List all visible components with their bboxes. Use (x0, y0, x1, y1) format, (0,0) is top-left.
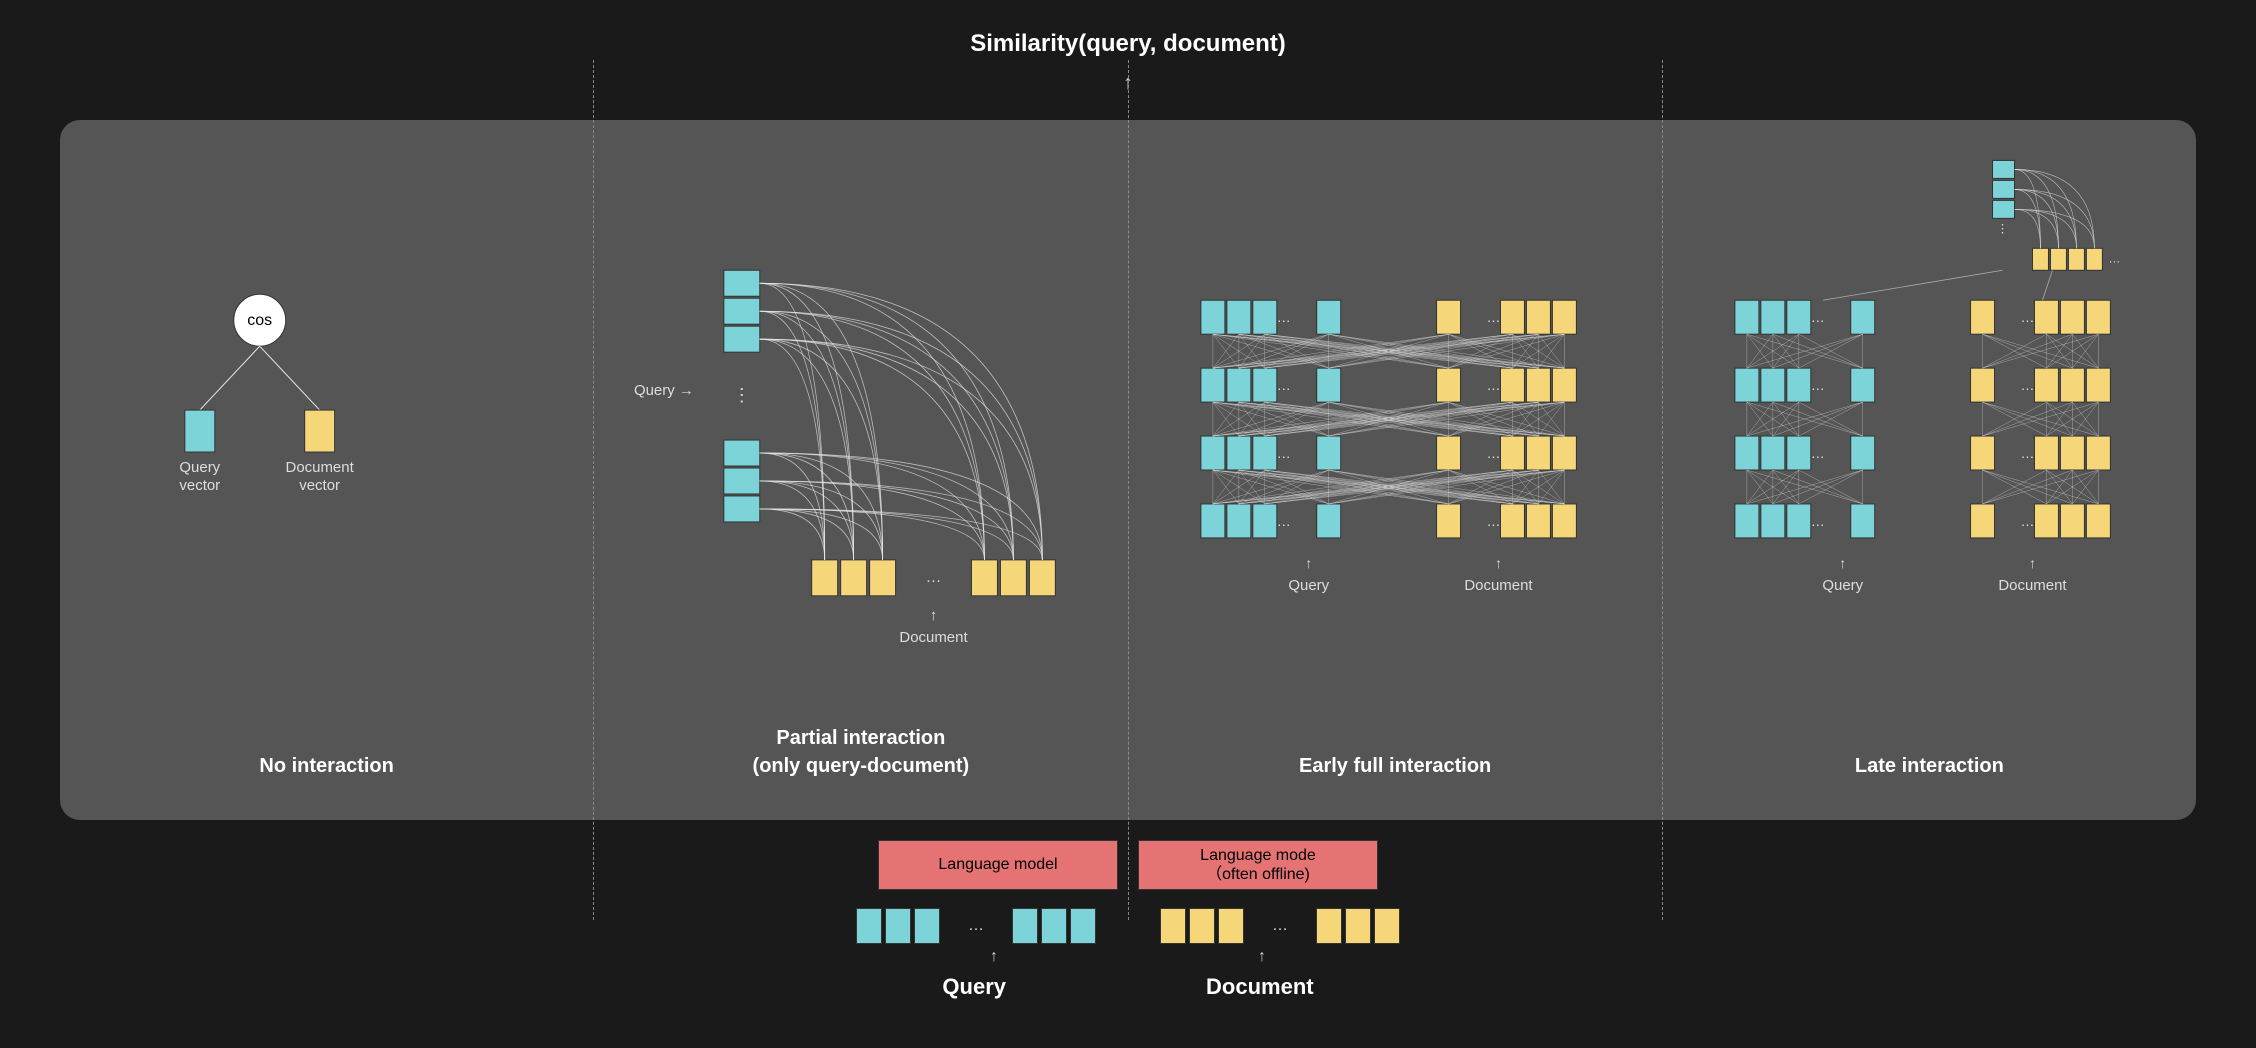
svg-text:…: … (2020, 513, 2034, 529)
svg-text:Document: Document (1998, 577, 2067, 594)
svg-text:cos: cos (247, 312, 272, 329)
panel-partial-label: Partial interaction(only query-document) (594, 724, 1127, 780)
svg-text:Query: Query (179, 459, 220, 476)
panel-late-svg: … … … … … … … … ↑ Query ↑ Document ⋮ … (1663, 120, 2196, 820)
svg-text:…: … (2020, 309, 2034, 325)
up-arrow-icon: ↑ (990, 948, 998, 966)
svg-text:…: … (1811, 513, 1825, 529)
svg-text:↑: ↑ (1305, 555, 1312, 571)
panel-no-interaction-label: No interaction (60, 752, 593, 780)
lm-box-doc: Language mode（often offline) (1138, 840, 1378, 890)
lm-box-query: Language model (878, 840, 1118, 890)
svg-text:…: … (1276, 513, 1290, 529)
svg-text:vector: vector (299, 477, 340, 494)
query-tokens-right (1012, 908, 1096, 944)
svg-text:…: … (926, 569, 942, 586)
svg-text:…: … (1276, 377, 1290, 393)
panel-partial: ⋮ Query → … ↑ Document Partial interaction(o… (594, 120, 1128, 820)
bottom-section: Language model Language mode（often offli… (0, 840, 2256, 1000)
panel-no-interaction-svg: cosQueryvectorDocumentvector (60, 120, 593, 820)
svg-text:…: … (1276, 445, 1290, 461)
panel-early-svg: … … … … … … … … ↑ Query ↑ Document (1129, 120, 1662, 820)
svg-text:↑: ↑ (1494, 555, 1501, 571)
svg-text:…: … (2020, 377, 2034, 393)
svg-text:⋮: ⋮ (733, 385, 751, 405)
svg-text:…: … (1486, 513, 1500, 529)
svg-text:…: … (1811, 377, 1825, 393)
svg-text:↑: ↑ (930, 607, 937, 624)
up-arrow-icon: ↑ (1258, 948, 1266, 966)
query-label: Query (942, 974, 1006, 1000)
svg-text:…: … (2108, 251, 2120, 265)
svg-text:Document: Document (286, 459, 355, 476)
bottom-tokens: … … (856, 908, 1400, 944)
lm-row: Language model Language mode（often offli… (878, 840, 1378, 890)
svg-text:Query: Query (1822, 577, 1863, 594)
bottom-labels: Query Document (942, 974, 1313, 1000)
svg-text:Document: Document (900, 629, 969, 646)
svg-text:↑: ↑ (2029, 555, 2036, 571)
svg-text:Document: Document (1464, 577, 1533, 594)
panels-container: cosQueryvectorDocumentvector No interact… (60, 120, 2196, 820)
dots-icon: … (1264, 917, 1296, 935)
svg-text:…: … (1811, 309, 1825, 325)
doc-tokens-left (1160, 908, 1244, 944)
svg-text:Query →: Query → (634, 382, 694, 399)
svg-text:Query: Query (1288, 577, 1329, 594)
svg-text:…: … (1486, 445, 1500, 461)
doc-label: Document (1206, 974, 1314, 1000)
panel-late-label: Late interaction (1663, 752, 2196, 780)
panel-late: … … … … … … … … ↑ Query ↑ Document ⋮ … Late interacti… (1663, 120, 2196, 820)
panel-no-interaction: cosQueryvectorDocumentvector No interact… (60, 120, 594, 820)
doc-tokens-right (1316, 908, 1400, 944)
query-tokens-left (856, 908, 940, 944)
panel-early-label: Early full interaction (1129, 752, 1662, 780)
svg-text:↑: ↑ (1839, 555, 1846, 571)
svg-text:…: … (2020, 445, 2034, 461)
panel-early: … … … … … … … … ↑ Query ↑ Document Early full inter… (1129, 120, 1663, 820)
svg-text:⋮: ⋮ (1996, 221, 2008, 235)
svg-text:…: … (1486, 377, 1500, 393)
svg-text:vector: vector (179, 477, 220, 494)
panel-partial-svg: ⋮ Query → … ↑ Document (594, 120, 1127, 820)
svg-text:…: … (1276, 309, 1290, 325)
diagram-title: Similarity(query, document) (0, 30, 2256, 58)
dots-icon: … (960, 917, 992, 935)
svg-text:…: … (1811, 445, 1825, 461)
svg-text:…: … (1486, 309, 1500, 325)
